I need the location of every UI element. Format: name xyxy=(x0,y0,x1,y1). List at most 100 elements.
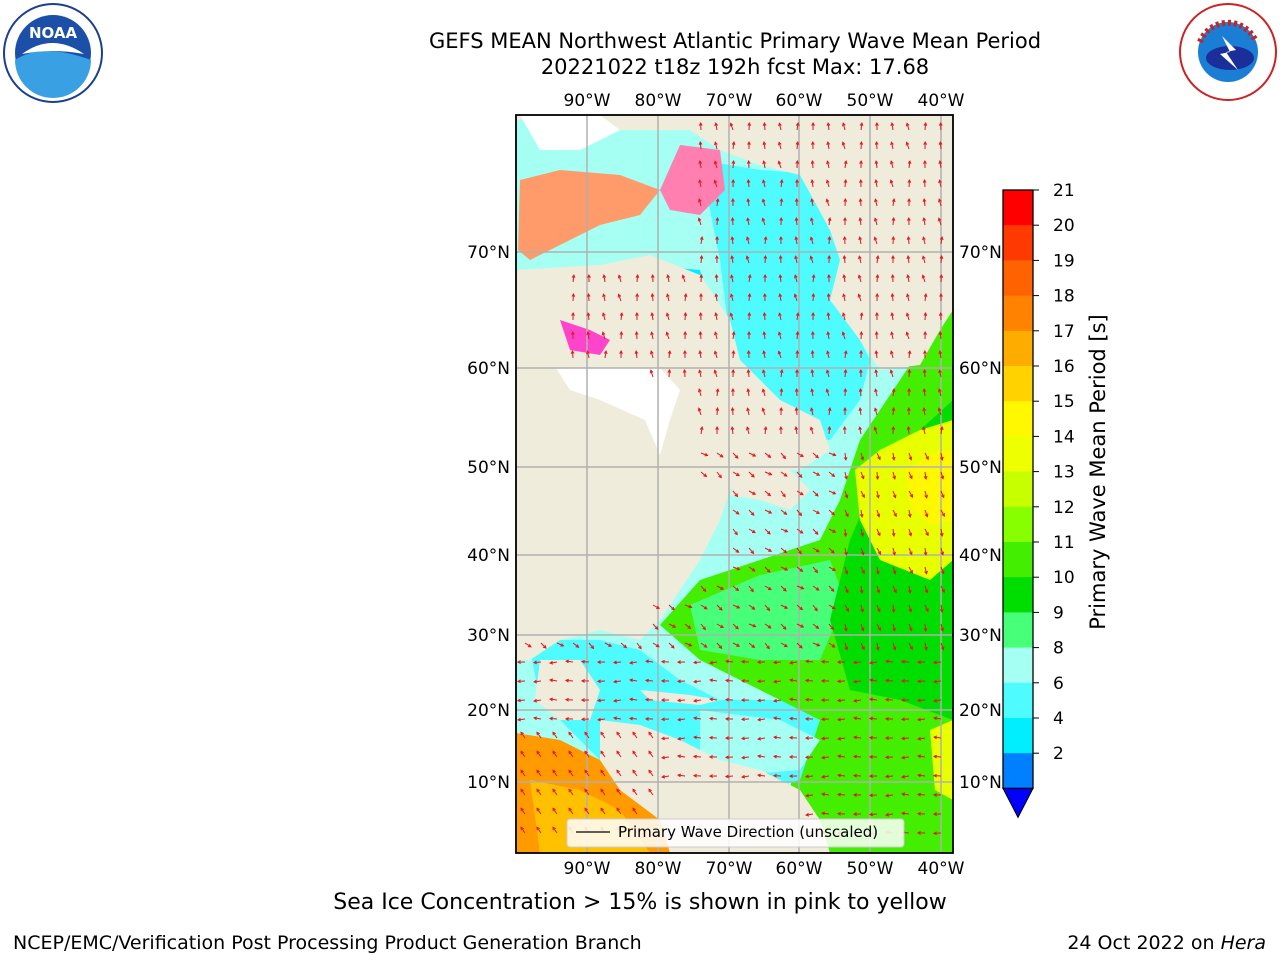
wave-direction-arrow xyxy=(684,642,692,647)
wave-direction-arrow xyxy=(876,623,881,631)
wave-direction-arrow xyxy=(837,699,846,702)
wave-direction-arrow xyxy=(810,218,814,226)
wave-direction-arrow xyxy=(552,732,558,739)
wave-direction-arrowhead xyxy=(747,274,752,279)
wave-direction-arrow xyxy=(684,294,687,302)
wave-direction-arrow xyxy=(620,642,627,648)
wave-direction-arrowhead xyxy=(843,368,848,373)
sea-ice-arctic xyxy=(520,115,620,150)
title-line-2: 20221022 t18z 192h fcst Max: 17.68 xyxy=(540,55,930,79)
wave-direction-arrow xyxy=(778,332,782,340)
wave-direction-arrowhead xyxy=(713,369,718,374)
wave-direction-arrow xyxy=(748,642,755,648)
wave-direction-arrowhead xyxy=(766,569,771,573)
wave-direction-arrow xyxy=(552,808,558,815)
wave-direction-arrowhead xyxy=(713,160,718,165)
wave-direction-arrowhead xyxy=(699,236,704,241)
wave-direction-arrowhead xyxy=(804,678,809,683)
wave-direction-arrowhead xyxy=(890,312,895,317)
wave-direction-arrowhead xyxy=(703,605,708,610)
footer-right: 24 Oct 2022 on Hera xyxy=(1067,932,1266,954)
colorbar-label: Primary Wave Mean Period [s] xyxy=(1086,314,1110,630)
wave-direction-arrow xyxy=(828,471,835,477)
wave-direction-arrowhead xyxy=(746,178,751,183)
wave-direction-arrow xyxy=(635,351,638,359)
page-title: GEFS MEAN Northwest Atlantic Primary Wav… xyxy=(0,28,1280,80)
wave-direction-arrow xyxy=(698,389,702,397)
wave-direction-arrowhead xyxy=(692,773,697,778)
wave-direction-arrowhead xyxy=(629,678,634,683)
wave-direction-arrow xyxy=(556,642,564,647)
wave-direction-arrow xyxy=(844,642,848,650)
wave-direction-arrow xyxy=(730,294,734,302)
wave-direction-arrowhead xyxy=(826,122,831,126)
wave-direction-arrow xyxy=(876,566,879,574)
wave-direction-arrowhead xyxy=(795,312,800,317)
wave-direction-arrowhead xyxy=(635,273,640,278)
wave-direction-arrowhead xyxy=(938,388,942,393)
wave-direction-arrow xyxy=(600,789,606,796)
wave-direction-arrow xyxy=(550,679,558,682)
wave-direction-arrow xyxy=(710,661,718,664)
wave-direction-arrowhead xyxy=(746,368,751,373)
wave-direction-arrowhead xyxy=(619,349,623,354)
wave-direction-arrow xyxy=(748,547,754,554)
wave-direction-arrow xyxy=(780,180,783,188)
wave-direction-arrowhead xyxy=(891,425,896,430)
wave-direction-arrowhead xyxy=(763,254,768,259)
wave-direction-arrow xyxy=(827,332,830,340)
wave-direction-arrow xyxy=(520,751,526,758)
wave-direction-arrowhead xyxy=(746,349,751,354)
wave-direction-arrowhead xyxy=(831,511,835,516)
land-newfoundland xyxy=(730,465,810,510)
wave-direction-arrowhead xyxy=(809,255,814,260)
map-legend: Primary Wave Direction (unscaled) xyxy=(566,818,905,848)
wave-direction-arrow xyxy=(828,426,831,435)
wave-direction-arrowhead xyxy=(762,160,766,165)
wave-direction-arrowhead xyxy=(693,679,697,684)
wave-direction-arrow xyxy=(902,812,910,815)
wave-direction-arrowhead xyxy=(924,646,928,651)
wave-direction-arrowhead xyxy=(804,717,809,721)
wave-direction-arrow xyxy=(614,717,622,720)
wave-direction-arrow xyxy=(730,123,734,131)
wave-direction-arrowhead xyxy=(644,717,649,721)
wave-direction-arrowhead xyxy=(810,198,814,203)
wave-direction-arrowhead xyxy=(906,406,911,411)
wave-direction-arrowhead xyxy=(906,216,911,221)
wave-direction-arrow xyxy=(826,199,830,207)
wave-direction-arrow xyxy=(763,161,766,169)
wave-direction-arrowhead xyxy=(795,330,800,335)
wave-direction-arrowhead xyxy=(907,387,911,392)
wave-direction-arrow xyxy=(876,274,879,283)
wave-direction-arrowhead xyxy=(788,735,793,740)
wave-direction-arrowhead xyxy=(751,644,756,649)
wave-direction-arrowhead xyxy=(788,755,793,759)
wave-direction-arrowhead xyxy=(779,179,784,184)
wave-direction-arrowhead xyxy=(877,456,881,461)
wave-direction-arrow xyxy=(715,294,718,302)
wave-direction-arrowhead xyxy=(767,492,772,497)
wave-direction-arrowhead xyxy=(520,807,524,812)
wave-direction-arrowhead xyxy=(729,312,734,317)
wave-direction-arrow xyxy=(939,370,942,378)
wave-direction-arrowhead xyxy=(811,292,816,297)
wave-direction-arrow xyxy=(651,313,654,321)
wave-direction-arrowhead xyxy=(858,387,863,392)
wave-direction-arrowhead xyxy=(746,198,751,203)
wave-direction-arrow xyxy=(886,794,894,797)
wave-direction-arrowhead xyxy=(874,198,878,203)
wave-direction-arrow xyxy=(747,199,750,207)
colorbar-segment xyxy=(1003,190,1033,226)
wave-direction-arrow xyxy=(700,585,706,592)
wave-direction-arrowhead xyxy=(885,812,890,817)
wave-direction-arrow xyxy=(812,585,819,591)
wave-direction-arrowhead xyxy=(938,179,942,184)
wave-direction-arrowhead xyxy=(858,407,863,412)
colorbar-segment xyxy=(1003,366,1033,402)
wave-direction-arrowhead xyxy=(628,716,633,721)
wave-direction-arrow xyxy=(668,351,671,359)
wave-direction-arrow xyxy=(764,452,771,458)
wave-direction-arrowhead xyxy=(811,274,816,278)
wave-direction-arrow xyxy=(796,623,804,628)
